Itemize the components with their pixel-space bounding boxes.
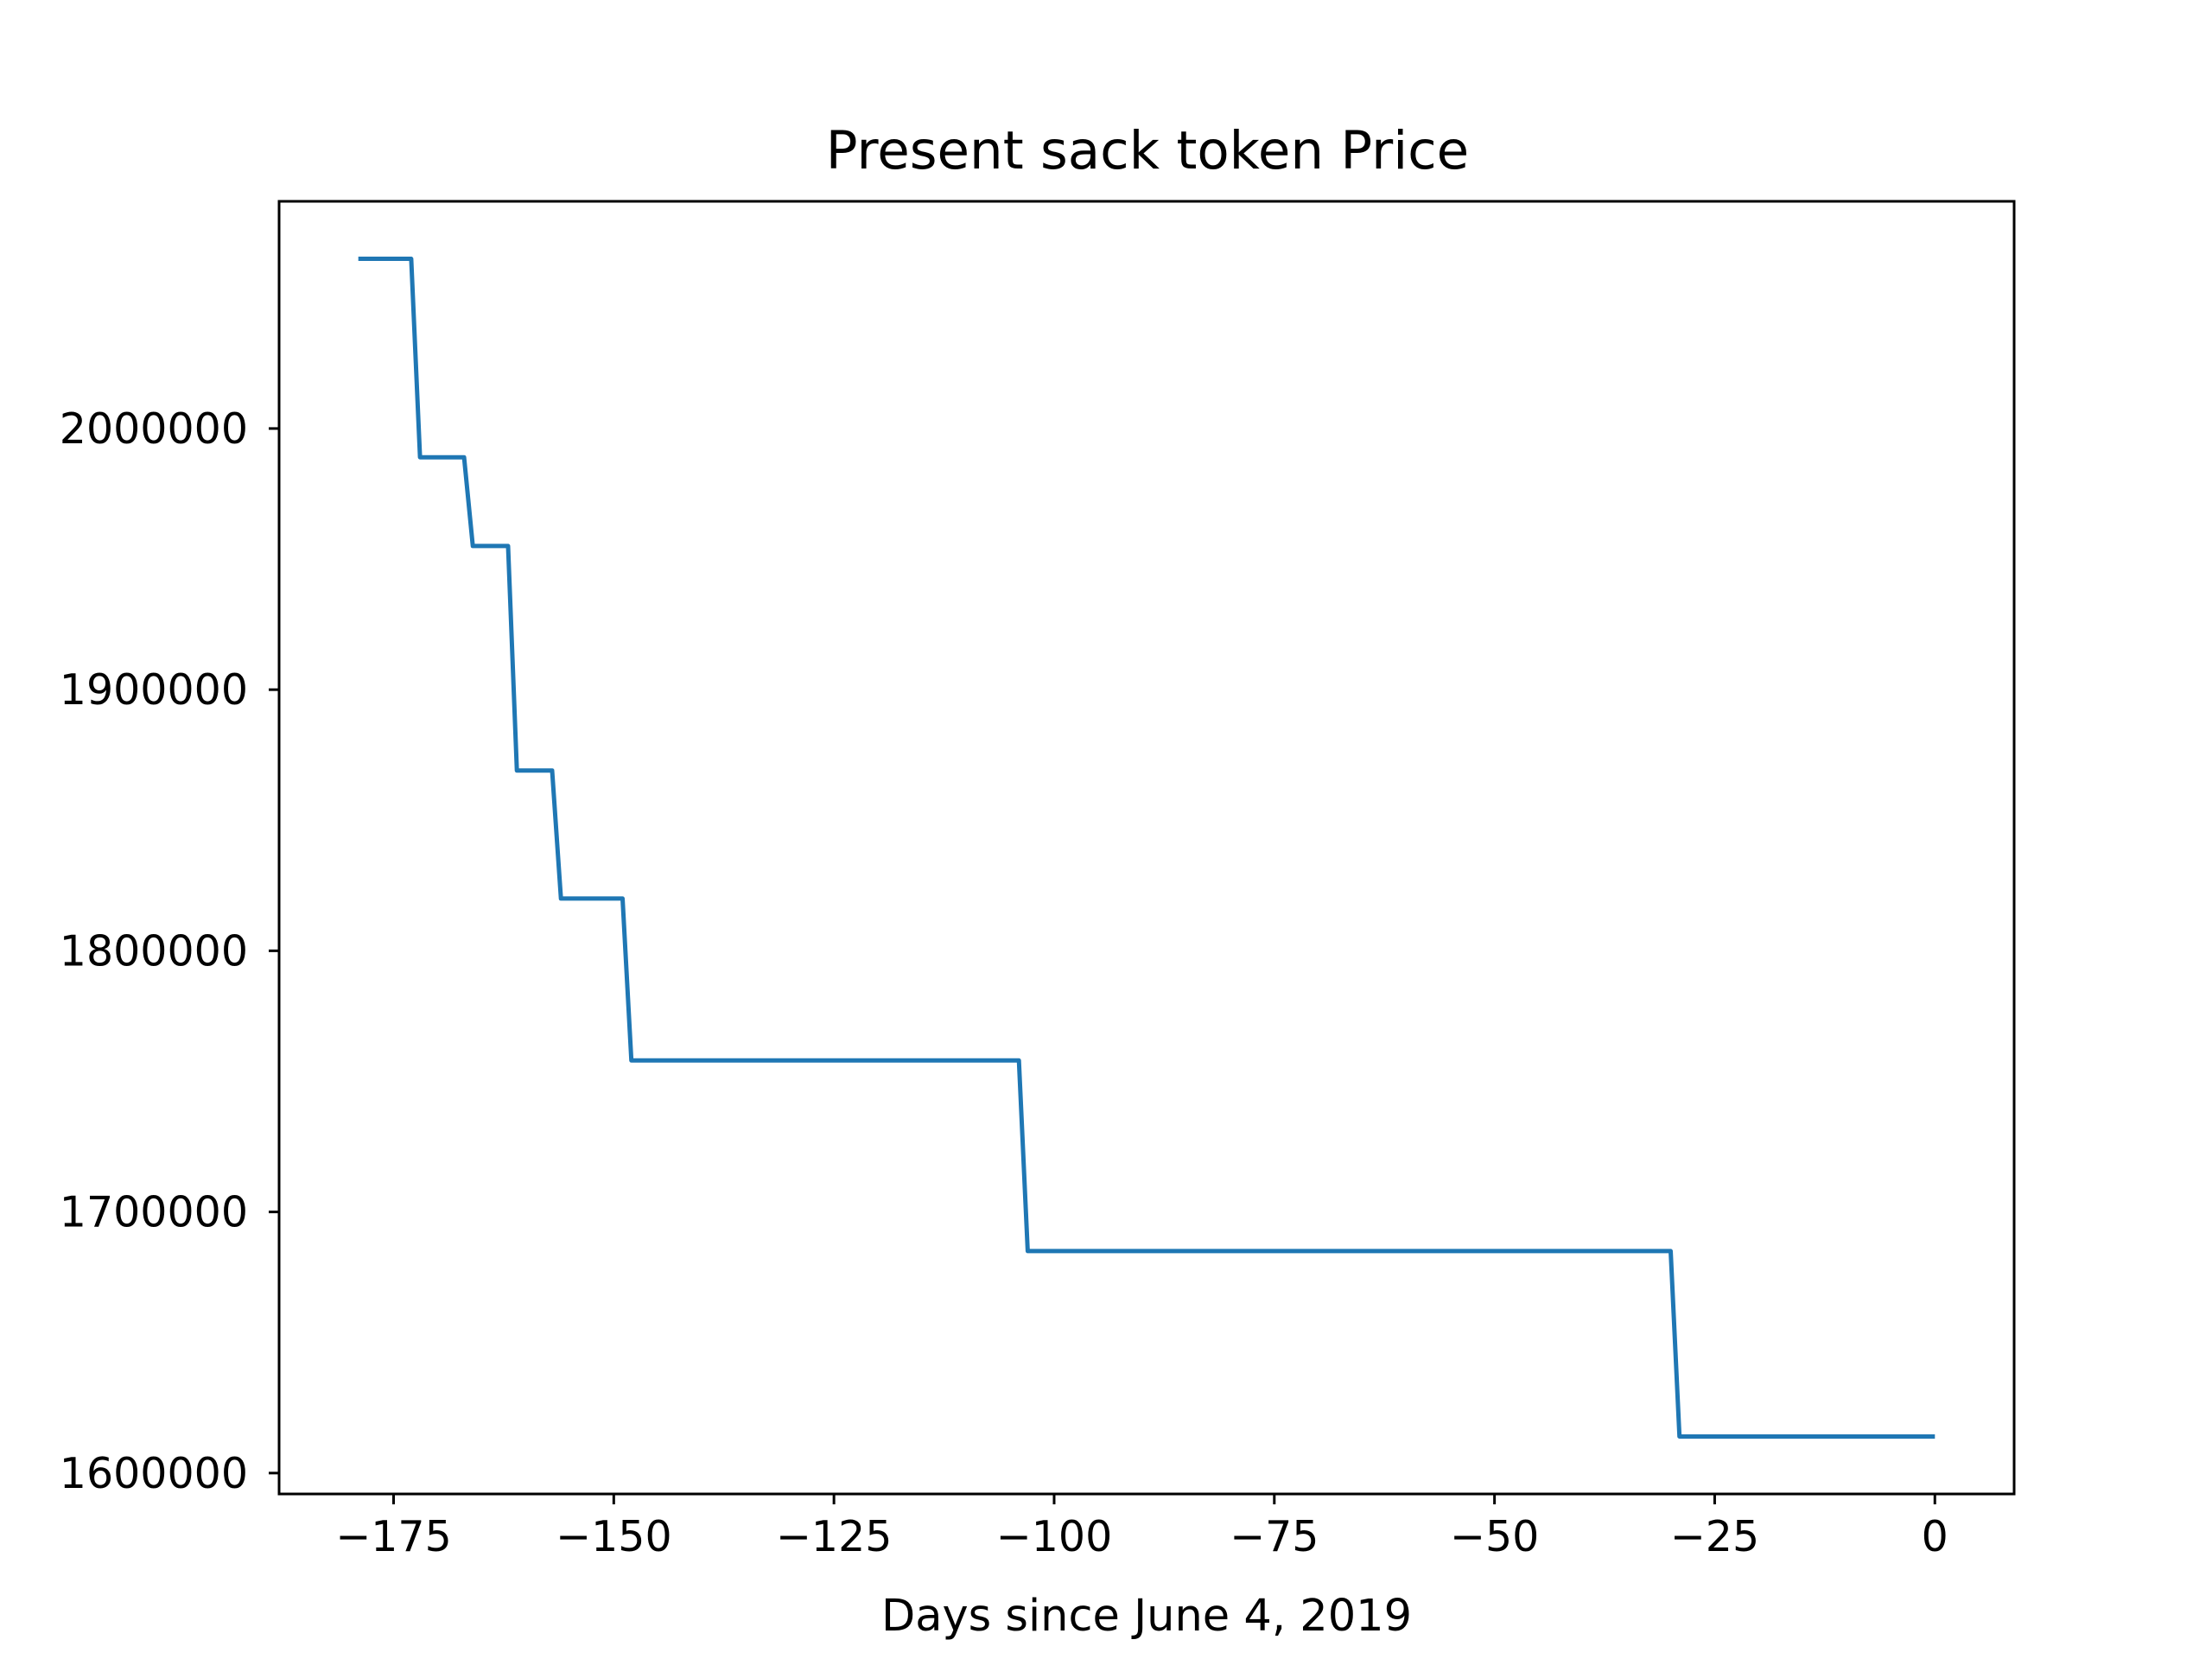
y-tick-label: 1700000 <box>60 1188 248 1237</box>
x-tick-label: −150 <box>556 1512 672 1561</box>
x-axis-label: Days since June 4, 2019 <box>881 1591 1412 1642</box>
x-tick-label: −125 <box>776 1512 893 1561</box>
y-tick-label: 1600000 <box>60 1449 248 1498</box>
y-tick-label: 1800000 <box>60 926 248 976</box>
x-axis-ticks: −175 −150 −125 −100 −75 −50 −25 0 <box>335 1494 1948 1561</box>
y-tick-label: 2000000 <box>60 404 248 454</box>
y-tick-label: 1900000 <box>60 665 248 715</box>
x-tick-label: −25 <box>1670 1512 1759 1561</box>
plot-frame <box>277 200 2016 1496</box>
y-axis-ticks: 1600000 1700000 1800000 1900000 2000000 <box>60 404 279 1498</box>
x-tick-label: −100 <box>996 1512 1113 1561</box>
series-line <box>358 257 1936 1439</box>
x-tick-label: −175 <box>335 1512 452 1561</box>
series-layer <box>358 257 1936 1439</box>
x-tick-label: −75 <box>1230 1512 1319 1561</box>
x-tick-label: 0 <box>1922 1512 1948 1561</box>
x-tick-label: −50 <box>1450 1512 1539 1561</box>
chart-title: Present sack token Price <box>826 120 1469 181</box>
